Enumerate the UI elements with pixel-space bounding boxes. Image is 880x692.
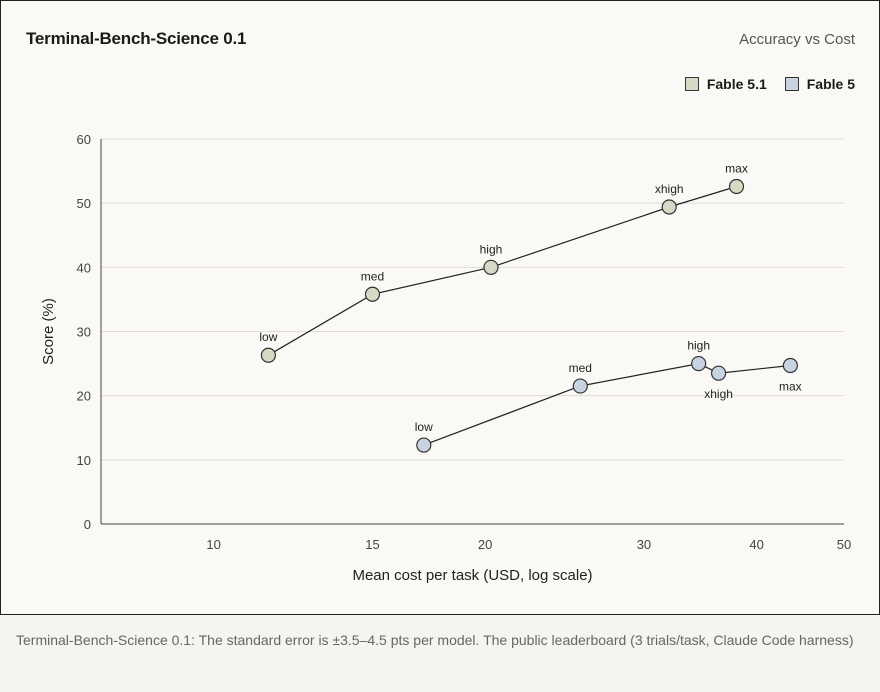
y-tick-label-40: 40 (77, 260, 91, 275)
data-label-s0-low: low (259, 330, 277, 344)
legend-label-fable-5: Fable 5 (806, 76, 855, 92)
data-label-s0-max: max (725, 161, 748, 175)
legend-item-fable-5: Fable 5 (784, 76, 855, 92)
chart-card: Terminal-Bench-Science 0.1 Accuracy vs C… (0, 0, 880, 615)
data-point-s1-low (416, 437, 432, 453)
data-point-s0-xhigh (661, 199, 677, 215)
data-label-s0-xhigh: xhigh (655, 182, 684, 196)
legend-swatch-fable-5 (784, 77, 799, 91)
x-tick-label-40: 40 (749, 537, 763, 552)
legend-swatch-fable-5-1 (684, 77, 699, 91)
legend-label-fable-5-1: Fable 5.1 (706, 76, 767, 92)
y-tick-label-30: 30 (77, 325, 91, 340)
data-point-s0-max (728, 178, 745, 195)
x-tick-label-30: 30 (637, 537, 651, 552)
y-tick-label-20: 20 (77, 389, 91, 404)
data-label-s1-max: max (779, 380, 802, 394)
data-point-s1-max (782, 357, 798, 374)
data-point-s1-med (572, 378, 588, 394)
data-point-s0-high (483, 259, 499, 275)
y-tick-label-0: 0 (84, 517, 91, 532)
series-line-1 (423, 362, 791, 446)
legend: Fable 5.1 Fable 5 (684, 76, 855, 92)
data-label-s1-low: low (415, 420, 433, 434)
x-tick-label-10: 10 (206, 537, 220, 552)
y-tick-label-10: 10 (77, 453, 91, 468)
y-tick-label-60: 60 (77, 132, 91, 147)
x-tick-label-15: 15 (365, 537, 379, 552)
data-label-s1-high: high (687, 339, 710, 353)
data-point-s0-med (364, 286, 381, 302)
y-tick-label-50: 50 (77, 196, 91, 211)
data-point-s1-xhigh (710, 365, 727, 381)
x-tick-label-20: 20 (478, 537, 492, 552)
data-label-s0-med: med (361, 269, 384, 283)
legend-item-fable-5-1: Fable 5.1 (684, 76, 767, 92)
chart-title: Terminal-Bench-Science 0.1 (26, 29, 247, 48)
data-label-s1-med: med (569, 361, 592, 375)
x-tick-label-50: 50 (837, 537, 851, 552)
chart-subtitle: Accuracy vs Cost (739, 31, 855, 48)
data-label-s1-xhigh: xhigh (704, 387, 733, 401)
x-axis-label: Mean cost per task (USD, log scale) (352, 567, 592, 584)
plot-area: 0 10 20 30 40 50 60 10 15 20 30 40 50 Mean cost per t… (40, 132, 851, 584)
data-point-s0-low (260, 347, 277, 363)
y-axis-label: Score (%) (40, 298, 57, 365)
footer-note: Terminal-Bench-Science 0.1: The standard… (16, 632, 854, 648)
data-point-s1-high (691, 355, 707, 372)
data-label-s0-high: high (480, 242, 503, 256)
